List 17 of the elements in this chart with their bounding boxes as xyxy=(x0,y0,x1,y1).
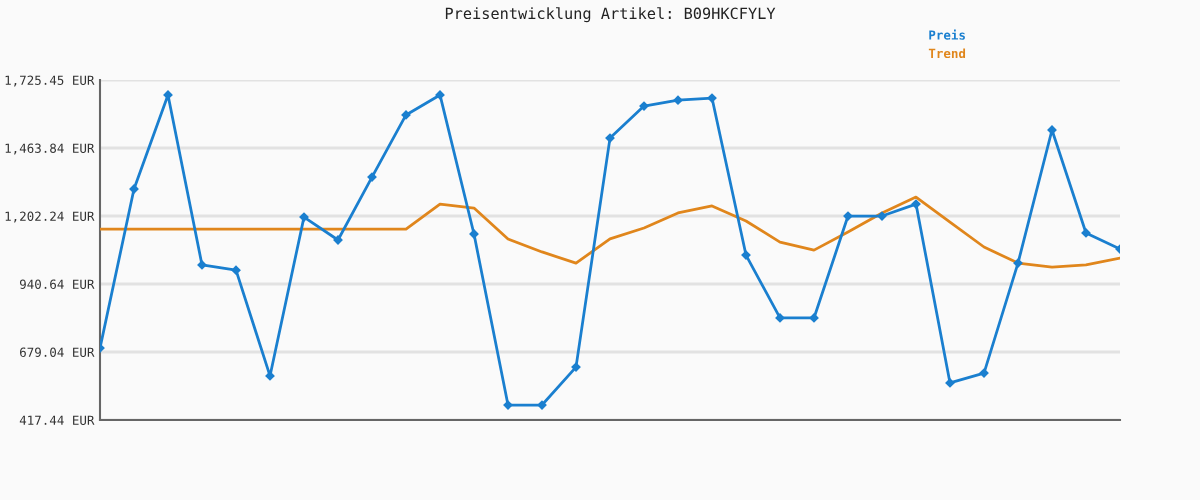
text: Trend xyxy=(928,48,966,59)
line-series xyxy=(100,195,1120,269)
point xyxy=(639,101,649,112)
point xyxy=(197,260,207,270)
text: Preis xyxy=(929,29,965,40)
point xyxy=(231,265,241,276)
y-tick-label: 940.64 EUR xyxy=(19,279,95,289)
y-tick-label: 1,725.45 EUR xyxy=(5,75,95,87)
point xyxy=(673,95,683,106)
y-tick-label: 1,202.24 EUR xyxy=(5,211,95,223)
chart-title: Preisentwicklung Artikel: B09HKCFYLY xyxy=(445,7,776,23)
point xyxy=(911,199,921,210)
y-tick-label: 1,463.84 EUR xyxy=(5,143,95,155)
y-tick-label: 417.44 EUR xyxy=(19,415,95,425)
point xyxy=(1013,258,1023,269)
point xyxy=(299,212,309,223)
y-tick-label: 679.04 EUR xyxy=(20,347,95,357)
